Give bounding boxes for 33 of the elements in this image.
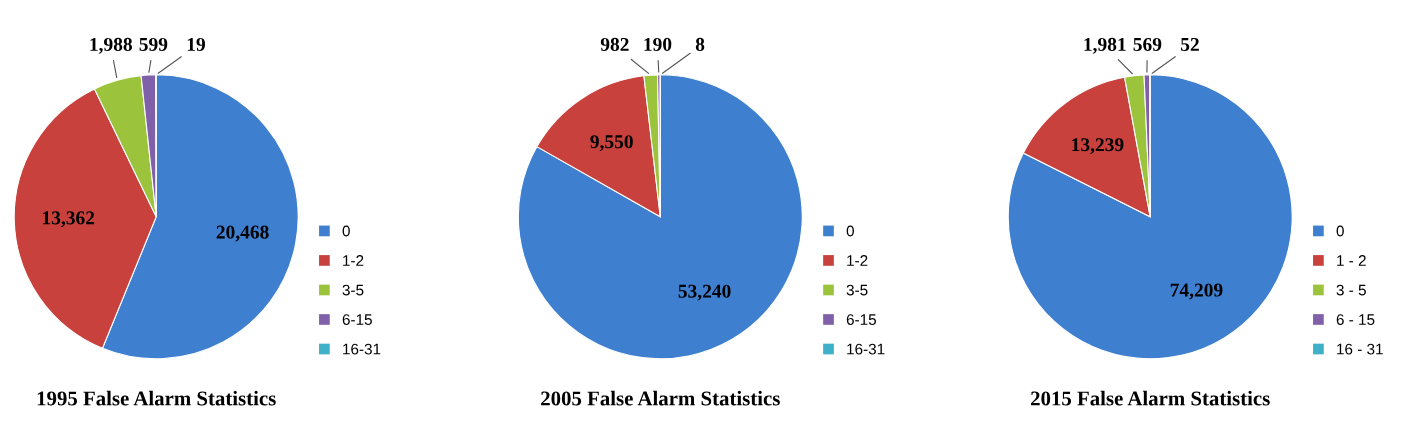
legend-label: 16-31 bbox=[847, 343, 885, 355]
data-label: 982 bbox=[600, 37, 629, 51]
data-label: 53,240 bbox=[678, 284, 731, 301]
data-label: 20,468 bbox=[216, 225, 269, 242]
data-label: 13,239 bbox=[1072, 138, 1124, 155]
legend-label: 1-2 bbox=[847, 255, 868, 266]
data-label: 569 bbox=[1133, 37, 1162, 51]
text: 2015 False Alarm Statistics bbox=[1031, 390, 1270, 406]
legend-label: 1 - 2 bbox=[1337, 255, 1366, 266]
legend-label: 6 - 15 bbox=[1336, 314, 1375, 325]
legend-label: 16-31 bbox=[343, 343, 381, 355]
legend-label: 6-15 bbox=[342, 314, 372, 325]
data-label: 74,209 bbox=[1170, 283, 1223, 300]
data-label: 8 bbox=[695, 37, 705, 51]
data-label: 19 bbox=[187, 37, 205, 51]
text: 2005 False Alarm Statistics bbox=[541, 390, 780, 406]
text: 1995 False Alarm Statistics bbox=[37, 390, 276, 406]
legend-label: 3-5 bbox=[342, 284, 364, 296]
legend-label: 3-5 bbox=[846, 284, 868, 296]
legend-label: 16 - 31 bbox=[1337, 343, 1383, 355]
legend-label: 3 - 5 bbox=[1336, 284, 1366, 296]
legend-label: 1-2 bbox=[343, 255, 364, 266]
data-label: 599 bbox=[139, 37, 168, 51]
legend-label: 0 bbox=[846, 225, 854, 237]
data-label: 1,981 bbox=[1084, 37, 1126, 54]
legend-label: 0 bbox=[1336, 225, 1344, 237]
data-label: 1,988 bbox=[90, 37, 132, 54]
data-label: 190 bbox=[644, 37, 672, 51]
legend-label: 6-15 bbox=[846, 314, 876, 325]
data-label: 52 bbox=[1181, 37, 1199, 51]
data-label: 9,550 bbox=[590, 135, 633, 152]
data-label: 13,362 bbox=[43, 211, 95, 228]
legend-label: 0 bbox=[342, 225, 350, 237]
